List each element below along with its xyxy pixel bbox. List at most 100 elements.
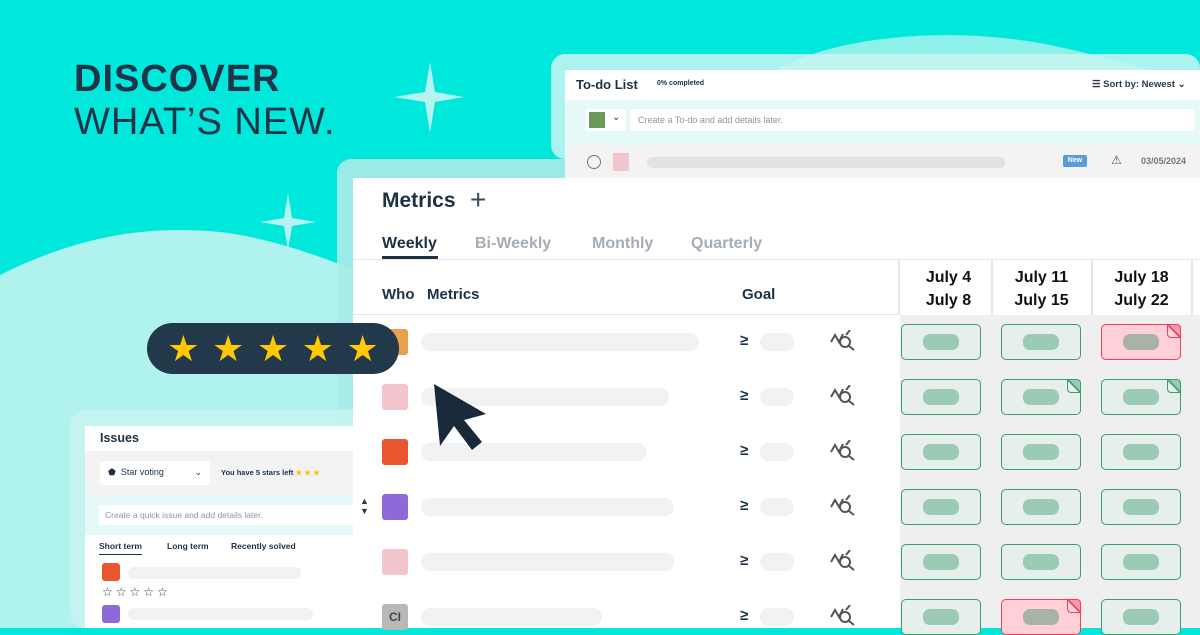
week-column-header[interactable]: July 18 July 22	[1091, 260, 1190, 315]
metric-cell-ok[interactable]	[1001, 379, 1081, 415]
value-placeholder	[1023, 389, 1059, 405]
metric-cell-ok[interactable]	[1001, 434, 1081, 470]
metric-cell-ok[interactable]	[901, 489, 981, 525]
metric-cell-ok[interactable]	[1101, 434, 1181, 470]
metric-cell-ok[interactable]	[1101, 599, 1181, 635]
checkbox-circle[interactable]	[587, 155, 601, 169]
metric-cell-miss[interactable]	[1101, 324, 1181, 360]
goal-value-placeholder[interactable]	[760, 498, 794, 516]
tab-monthly[interactable]: Monthly	[592, 235, 654, 252]
avatar-initials: CI	[389, 610, 401, 624]
todo-input[interactable]: Create a To-do and add details later.	[630, 109, 1195, 131]
chart-search-icon[interactable]	[830, 605, 858, 627]
metric-name-placeholder	[421, 553, 674, 571]
value-placeholder	[1123, 609, 1159, 625]
assignee-select[interactable]: ⌄	[586, 109, 626, 131]
metric-cell-ok[interactable]	[1101, 379, 1181, 415]
chart-search-icon[interactable]	[830, 385, 858, 407]
tab-short-term[interactable]: Short term	[99, 541, 142, 555]
column-metrics: Metrics	[427, 286, 480, 303]
note-corner-icon	[1067, 599, 1081, 613]
week-column-header[interactable]	[1191, 260, 1200, 315]
new-badge: New	[1063, 155, 1087, 167]
week-column-header[interactable]: July 11 July 15	[991, 260, 1090, 315]
plus-icon[interactable]: +	[470, 184, 487, 215]
metric-cell-miss[interactable]	[1001, 599, 1081, 635]
metric-cell-ok[interactable]	[1001, 544, 1081, 580]
goal-operator: ≥	[740, 442, 749, 459]
star-icon[interactable]: ★	[346, 327, 379, 369]
divider	[353, 259, 1200, 260]
headline-line1: DISCOVER	[74, 58, 281, 100]
issues-panel: Issues ⬟ Star voting ⌄ You have 5 stars l…	[85, 426, 355, 628]
metric-cell-ok[interactable]	[901, 434, 981, 470]
week-end: July 8	[925, 292, 972, 309]
week-column-header[interactable]: July 4 July 8	[898, 260, 997, 315]
headline: DISCOVER WHAT’S NEW.	[74, 58, 336, 144]
voting-select[interactable]: ⬟ Star voting ⌄	[100, 461, 210, 485]
goal-value-placeholder[interactable]	[760, 388, 794, 406]
todo-title: To-do List	[576, 77, 638, 92]
tab-quarterly[interactable]: Quarterly	[691, 235, 763, 252]
sort-label: Sort by: Newest	[1103, 79, 1175, 90]
chart-search-icon[interactable]	[830, 495, 858, 517]
column-goal: Goal	[742, 286, 776, 303]
todo-panel: To-do List 0% completed ☰ Sort by: Newes…	[565, 70, 1200, 178]
todo-progress: 0% completed	[657, 80, 705, 87]
goal-value-placeholder[interactable]	[760, 333, 794, 351]
star-rating[interactable]: ★ ★ ★ ★ ★	[147, 323, 399, 374]
metric-cell-ok[interactable]	[1101, 544, 1181, 580]
metric-cell-ok[interactable]	[901, 324, 981, 360]
tab-long-term[interactable]: Long term	[167, 541, 209, 551]
avatar	[613, 153, 629, 171]
chart-search-icon[interactable]	[830, 440, 858, 462]
reorder-handle-icon[interactable]: ▲ ▼	[360, 496, 369, 516]
value-placeholder	[1123, 389, 1159, 405]
todo-input-band: ⌄ Create a To-do and add details later.	[565, 100, 1200, 145]
value-placeholder	[1023, 554, 1059, 570]
metrics-grid	[900, 315, 1200, 628]
stars-left: You have 5 stars left ★ ★ ★	[221, 468, 320, 477]
avatar: CI	[382, 604, 408, 630]
comment-icon[interactable]: ⚠	[1111, 153, 1122, 167]
metric-name-placeholder	[421, 608, 602, 626]
star-icon[interactable]: ★	[301, 327, 334, 369]
sort-dropdown[interactable]: ☰ Sort by: Newest ⌄	[1092, 79, 1186, 90]
tab-bi-weekly[interactable]: Bi-Weekly	[475, 235, 552, 252]
metric-cell-ok[interactable]	[901, 544, 981, 580]
metric-name-placeholder	[421, 333, 699, 351]
metric-cell-ok[interactable]	[901, 599, 981, 635]
sparkle-icon	[394, 62, 464, 133]
todo-item[interactable]: New ⚠ 03/05/2024	[565, 145, 1200, 178]
week-end: July 15	[1014, 292, 1069, 309]
voting-select-label: Star voting	[120, 467, 164, 477]
issues-input-band: Create a quick issue and add details lat…	[85, 495, 355, 535]
note-corner-icon	[1167, 379, 1181, 393]
chart-search-icon[interactable]	[830, 330, 858, 352]
goal-value-placeholder[interactable]	[760, 608, 794, 626]
metric-name-placeholder	[421, 443, 647, 461]
value-placeholder	[923, 499, 959, 515]
tab-weekly[interactable]: Weekly	[382, 235, 437, 252]
week-start: July 18	[1114, 269, 1169, 286]
metric-cell-ok[interactable]	[1001, 324, 1081, 360]
goal-operator: ≥	[740, 552, 749, 569]
week-end: July 22	[1114, 292, 1169, 309]
tab-recently-solved[interactable]: Recently solved	[231, 541, 296, 551]
metric-cell-ok[interactable]	[901, 379, 981, 415]
value-placeholder	[923, 554, 959, 570]
goal-value-placeholder[interactable]	[760, 553, 794, 571]
star-icon[interactable]: ★	[212, 327, 245, 369]
star-icon[interactable]: ★	[167, 327, 200, 369]
star-rating-empty[interactable]: ☆☆☆☆☆	[102, 585, 171, 599]
metric-name-placeholder	[421, 498, 674, 516]
value-placeholder	[1123, 444, 1159, 460]
issue-input[interactable]: Create a quick issue and add details lat…	[99, 505, 355, 525]
star-icon[interactable]: ★	[256, 327, 290, 369]
metric-cell-ok[interactable]	[1101, 489, 1181, 525]
metric-cell-ok[interactable]	[1001, 489, 1081, 525]
active-tab-underline	[382, 256, 438, 259]
chart-search-icon[interactable]	[830, 550, 858, 572]
goal-value-placeholder[interactable]	[760, 443, 794, 461]
note-corner-icon	[1067, 379, 1081, 393]
